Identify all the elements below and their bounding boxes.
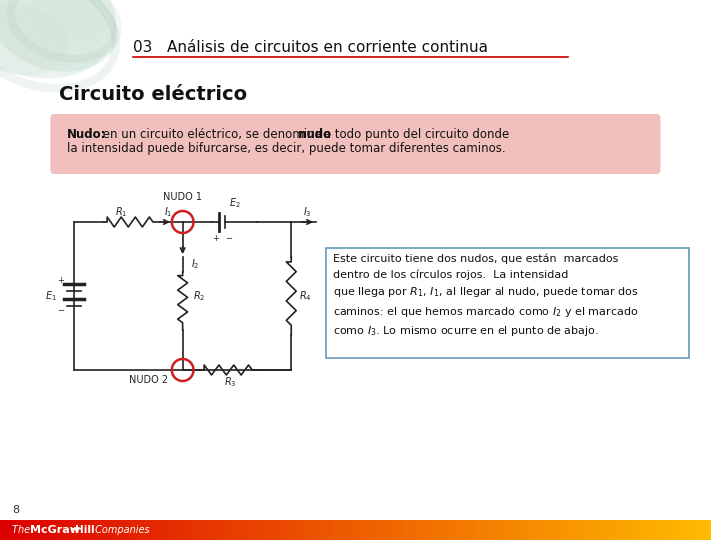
Ellipse shape (32, 0, 107, 45)
Text: $R_1$: $R_1$ (115, 205, 127, 219)
Text: −: − (57, 306, 64, 315)
Text: 8: 8 (12, 505, 19, 515)
Text: $I_1$: $I_1$ (163, 205, 172, 219)
Ellipse shape (0, 0, 117, 72)
Text: Este circuito tiene dos nudos, que están  marcados
dentro de los círculos rojos.: Este circuito tiene dos nudos, que están… (333, 254, 639, 338)
Text: The: The (12, 525, 33, 535)
Text: Circuito eléctrico: Circuito eléctrico (59, 85, 248, 104)
Text: Companies: Companies (92, 525, 150, 535)
Text: Nudo:: Nudo: (67, 128, 107, 141)
Text: $I_3$: $I_3$ (303, 205, 312, 219)
Text: la intensidad puede bifurcarse, es decir, puede tomar diferentes caminos.: la intensidad puede bifurcarse, es decir… (67, 142, 505, 155)
Text: 03   Análisis de circuitos en corriente continua: 03 Análisis de circuitos en corriente co… (133, 40, 488, 56)
FancyBboxPatch shape (326, 248, 689, 358)
Text: $E_2$: $E_2$ (229, 196, 240, 210)
Text: a todo punto del circuito donde: a todo punto del circuito donde (320, 128, 509, 141)
FancyBboxPatch shape (50, 114, 660, 174)
Text: $R_4$: $R_4$ (299, 289, 312, 303)
Text: $E_1$: $E_1$ (45, 289, 56, 303)
Text: nudo: nudo (294, 128, 331, 141)
Text: $R_3$: $R_3$ (224, 375, 236, 389)
Ellipse shape (0, 4, 68, 76)
Text: +: + (57, 276, 63, 285)
Text: McGraw: McGraw (30, 525, 80, 535)
Text: NUDO 2: NUDO 2 (129, 375, 168, 385)
Text: $I_2$: $I_2$ (191, 257, 199, 271)
Text: NUDO 1: NUDO 1 (163, 192, 202, 202)
Text: $R_2$: $R_2$ (192, 289, 205, 303)
Text: en un circuito eléctrico, se denomina: en un circuito eléctrico, se denomina (99, 128, 322, 141)
Ellipse shape (0, 0, 116, 78)
Text: +: + (212, 234, 219, 243)
Text: −: − (225, 234, 233, 243)
Text: ·Hill: ·Hill (71, 525, 95, 535)
